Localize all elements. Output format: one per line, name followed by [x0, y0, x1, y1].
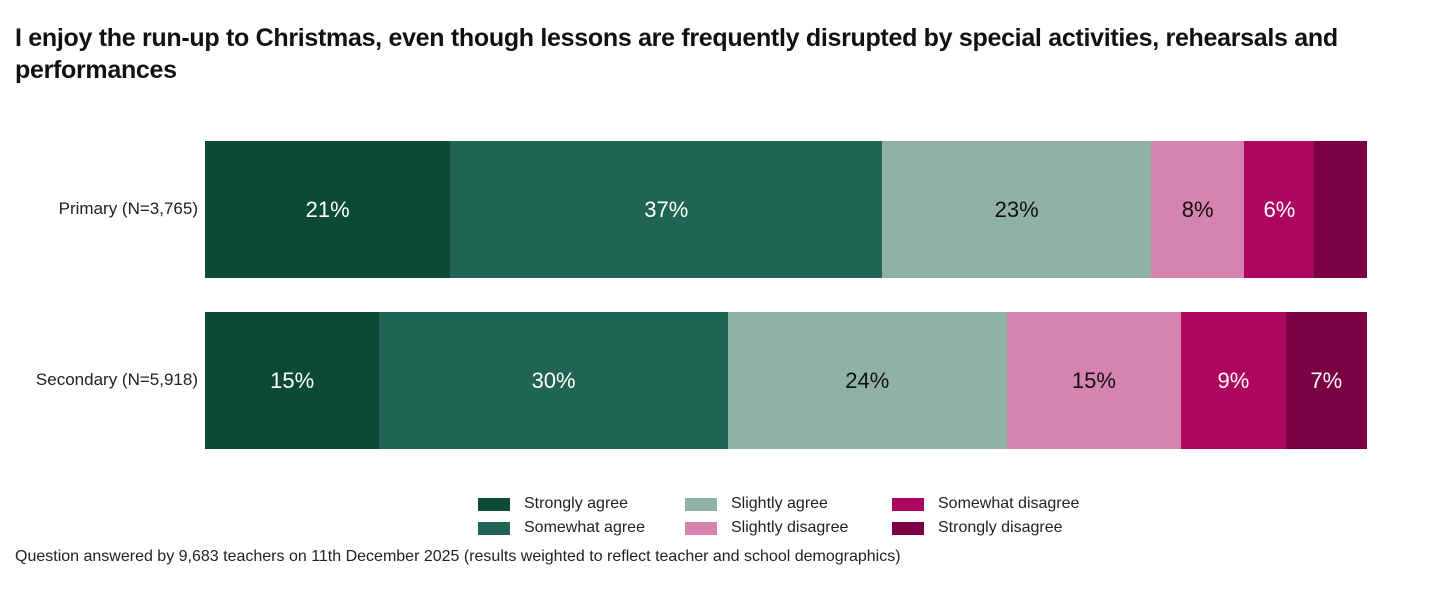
bar-segment: 15%	[1006, 312, 1182, 449]
bar-segment: 9%	[1181, 312, 1286, 449]
legend-swatch	[892, 521, 924, 535]
data-label: 37%	[644, 196, 689, 222]
legend-item: Somewhat agree	[478, 518, 685, 538]
legend-label: Strongly agree	[524, 495, 629, 512]
legend-label: Somewhat disagree	[938, 495, 1080, 512]
legend-item: Strongly disagree	[892, 518, 1112, 538]
chart-title: I enjoy the run-up to Christmas, even th…	[15, 24, 1338, 84]
legend-label: Strongly disagree	[938, 519, 1063, 536]
data-label: 7%	[1310, 367, 1343, 393]
bar-segment: 8%	[1150, 141, 1245, 278]
legend-item: Slightly agree	[685, 494, 892, 514]
bar-segment: 6%	[1244, 141, 1315, 278]
category-label: Secondary (N=5,918)	[35, 370, 198, 389]
data-label: 9%	[1217, 367, 1250, 393]
data-label: 8%	[1181, 196, 1214, 222]
stacked-bar: 15% 30% 24% 15% 9% 7%	[205, 312, 1367, 449]
data-label: 23%	[994, 196, 1039, 222]
legend-item: Strongly agree	[478, 494, 685, 514]
data-label: 24%	[845, 367, 890, 393]
legend-item: Somewhat disagree	[892, 494, 1112, 514]
bar-segment: 30%	[379, 312, 728, 449]
legend-label: Somewhat agree	[524, 519, 645, 536]
legend: Strongly agree Slightly agree Somewhat dis…	[478, 494, 1112, 538]
legend-item: Slightly disagree	[685, 518, 892, 538]
category-label: Primary (N=3,765)	[58, 199, 198, 218]
footnote: Question answered by 9,683 teachers on 1…	[15, 548, 901, 565]
legend-swatch	[685, 521, 717, 535]
data-label: 30%	[531, 367, 576, 393]
data-label: 6%	[1263, 196, 1296, 222]
bar-segment: 7%	[1285, 312, 1367, 449]
data-label: 15%	[270, 367, 315, 393]
legend-swatch	[892, 497, 924, 511]
legend-swatch	[478, 497, 510, 511]
bar-segment: 21%	[205, 141, 451, 278]
bar-segment: 23%	[882, 141, 1151, 278]
bar-segment: 37%	[450, 141, 883, 278]
legend-swatch	[478, 521, 510, 535]
data-label: 21%	[305, 196, 350, 222]
bar-segment: 15%	[205, 312, 380, 449]
data-label: 15%	[1071, 367, 1116, 393]
bar-segment: 24%	[727, 312, 1007, 449]
bar-segment	[1314, 141, 1367, 278]
stacked-bar: 21% 37% 23% 8% 6%	[205, 141, 1367, 278]
legend-swatch	[685, 497, 717, 511]
legend-label: Slightly disagree	[731, 519, 849, 536]
legend-label: Slightly agree	[731, 495, 828, 512]
